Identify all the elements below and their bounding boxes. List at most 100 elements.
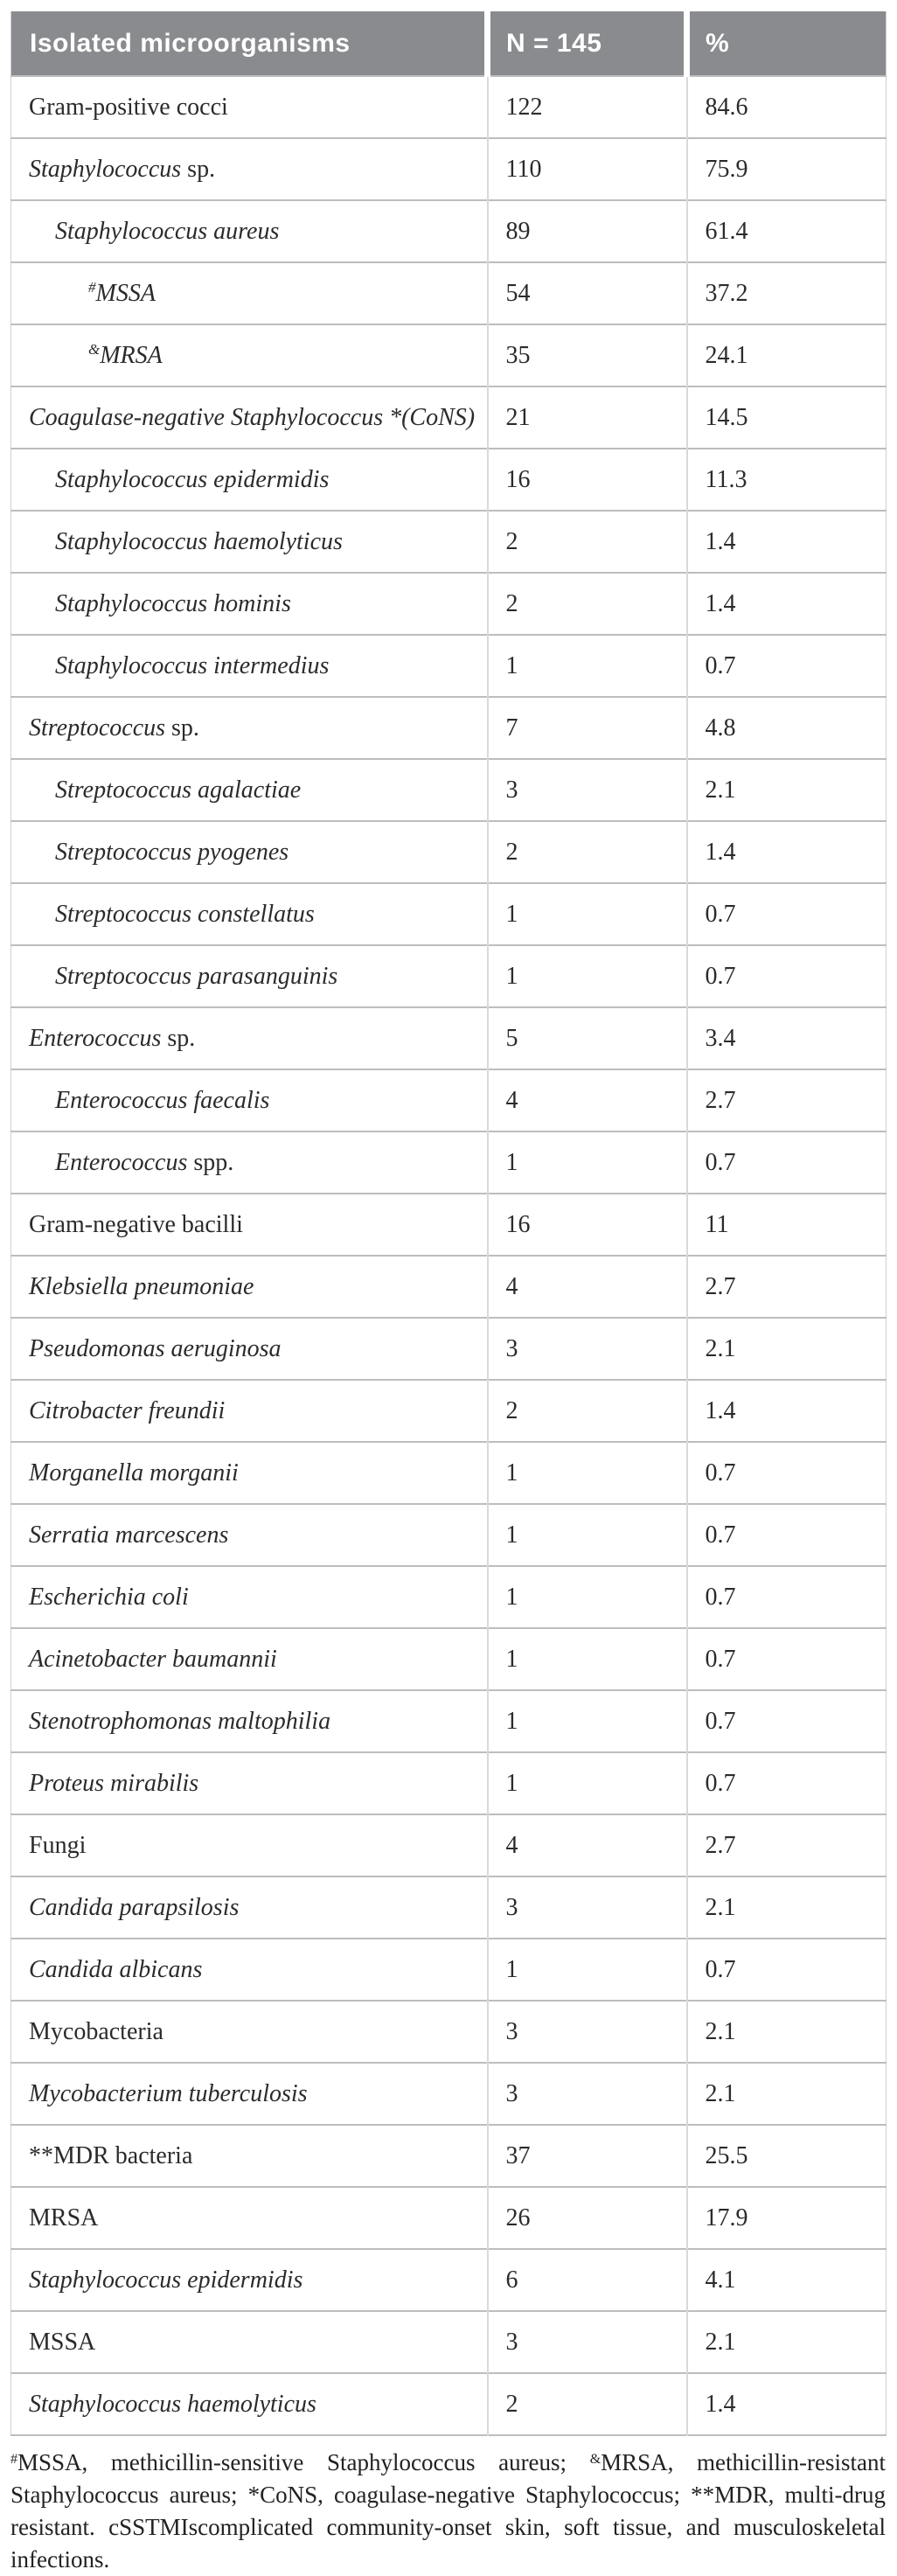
organism-cell: Fungi	[10, 1814, 488, 1876]
table-row: Mycobacteria 3 2.1	[10, 2000, 887, 2063]
percent-cell: 0.7	[685, 1131, 887, 1194]
table-row: Staphylococcus haemolyticus 2 1.4	[10, 510, 887, 573]
organism-name-regular: Gram-positive cocci	[29, 93, 228, 121]
percent-cell: 1.4	[685, 510, 887, 573]
table-row: Proteus mirabilis 1 0.7	[10, 1751, 887, 1814]
organism-cell: #MSSA	[10, 261, 488, 324]
count-cell: 4	[486, 1814, 687, 1876]
table-row: Gram-positive cocci 122 84.6	[10, 75, 887, 138]
count-cell: 16	[486, 1193, 687, 1256]
organism-cell: Candida parapsilosis	[10, 1876, 488, 1939]
count-cell: 3	[486, 1876, 687, 1939]
organism-name-italic: Staphylococcus epidermidis	[29, 2266, 303, 2294]
count-cell: 16	[486, 448, 687, 511]
organism-cell: Mycobacterium tuberculosis	[10, 2062, 488, 2125]
percent-cell: 84.6	[685, 75, 887, 138]
table-row: Streptococcus sp. 7 4.8	[10, 696, 887, 759]
count-cell: 35	[486, 324, 687, 386]
table-row: Staphylococcus aureus 89 61.4	[10, 199, 887, 262]
organism-name-italic: Pseudomonas aeruginosa	[29, 1334, 282, 1362]
percent-cell: 1.4	[685, 572, 887, 635]
footnote-marker: &	[589, 2452, 601, 2467]
footnote-marker: &	[88, 340, 101, 358]
organism-cell: Staphylococcus intermedius	[10, 634, 488, 697]
table-row: Streptococcus constellatus 1 0.7	[10, 882, 887, 945]
organism-name-italic: MSSA	[95, 279, 156, 307]
organism-cell: MRSA	[10, 2186, 488, 2249]
table-row: Mycobacterium tuberculosis 3 2.1	[10, 2062, 887, 2125]
organism-name-italic: Mycobacterium tuberculosis	[29, 2079, 308, 2107]
organism-name-italic: Coagulase-negative Staphylococcus *(CoNS…	[29, 403, 476, 431]
organism-name-italic: Serratia marcescens	[29, 1521, 229, 1549]
organism-cell: Gram-negative bacilli	[10, 1193, 488, 1256]
percent-cell: 0.7	[685, 882, 887, 945]
table-body: Gram-positive cocci 122 84.6 Staphylococcus…	[10, 75, 887, 2435]
organism-name-regular: spp.	[187, 1148, 234, 1176]
percent-cell: 2.1	[685, 1317, 887, 1380]
organism-cell: Streptococcus sp.	[10, 696, 488, 759]
table-row: Klebsiella pneumoniae 4 2.7	[10, 1255, 887, 1318]
organism-cell: MSSA	[10, 2310, 488, 2373]
count-cell: 2	[486, 572, 687, 635]
count-cell: 1	[486, 634, 687, 697]
footnote-marker: #	[88, 278, 96, 296]
organism-cell: Streptococcus pyogenes	[10, 820, 488, 883]
organism-name-italic: Streptococcus	[29, 714, 166, 741]
organism-name-regular: Gram-negative bacilli	[29, 1210, 243, 1238]
count-cell: 26	[486, 2186, 687, 2249]
organism-cell: Enterococcus sp.	[10, 1006, 488, 1069]
table-row: Fungi 4 2.7	[10, 1814, 887, 1876]
footnote-text: MRSA, methicillin-resistant Staphylococc…	[10, 2449, 886, 2508]
table-row: Morganella morganii 1 0.7	[10, 1441, 887, 1504]
table-row: Pseudomonas aeruginosa 3 2.1	[10, 1317, 887, 1380]
percent-cell: 1.4	[685, 820, 887, 883]
table-row: **MDR bacteria 37 25.5	[10, 2124, 887, 2187]
count-cell: 1	[486, 1503, 687, 1566]
table-row: Staphylococcus sp. 110 75.9	[10, 137, 887, 200]
count-cell: 3	[486, 758, 687, 821]
table-row: Staphylococcus epidermidis 6 4.1	[10, 2248, 887, 2311]
table-header-row: Isolated microorganisms N = 145 %	[10, 11, 887, 76]
percent-cell: 11.3	[685, 448, 887, 511]
organism-name-regular: MSSA	[29, 2328, 96, 2356]
organism-name-regular: Fungi	[29, 1831, 87, 1859]
column-header-n: N = 145	[484, 11, 687, 76]
percent-cell: 2.1	[685, 2310, 887, 2373]
organism-name-italic: Stenotrophomonas maltophilia	[29, 1707, 331, 1735]
table-row: &MRSA 35 24.1	[10, 324, 887, 386]
table-row: Enterococcus spp. 1 0.7	[10, 1131, 887, 1194]
percent-cell: 0.7	[685, 634, 887, 697]
organism-cell: Staphylococcus sp.	[10, 137, 488, 200]
percent-cell: 0.7	[685, 1689, 887, 1752]
organism-name-regular: **MDR bacteria	[29, 2141, 193, 2169]
organism-cell: Coagulase-negative Staphylococcus *(CoNS…	[10, 386, 488, 449]
count-cell: 2	[486, 820, 687, 883]
organism-name-italic: Acinetobacter baumannii	[29, 1645, 277, 1673]
percent-cell: 4.8	[685, 696, 887, 759]
column-header-percent: %	[684, 11, 887, 76]
percent-cell: 24.1	[685, 324, 887, 386]
organism-cell: Streptococcus parasanguinis	[10, 944, 488, 1007]
organism-name-italic: Enterococcus	[55, 1148, 188, 1176]
organism-name-italic: Candida parapsilosis	[29, 1893, 240, 1921]
count-cell: 37	[486, 2124, 687, 2187]
organism-cell: Staphylococcus hominis	[10, 572, 488, 635]
organism-cell: Morganella morganii	[10, 1441, 488, 1504]
count-cell: 122	[486, 75, 687, 138]
organism-name-regular: sp.	[165, 714, 199, 741]
count-cell: 3	[486, 1317, 687, 1380]
organism-cell: Enterococcus faecalis	[10, 1069, 488, 1131]
organism-name-italic: Streptococcus parasanguinis	[55, 962, 338, 990]
count-cell: 110	[486, 137, 687, 200]
table-row: Streptococcus parasanguinis 1 0.7	[10, 944, 887, 1007]
footnote-text: MSSA, methicillin-sensitive Staphylococc…	[17, 2449, 590, 2475]
percent-cell: 2.1	[685, 2000, 887, 2063]
percent-cell: 2.1	[685, 758, 887, 821]
organism-cell: Escherichia coli	[10, 1565, 488, 1628]
organism-cell: Staphylococcus epidermidis	[10, 2248, 488, 2311]
count-cell: 1	[486, 1689, 687, 1752]
footnote-text: *CoNS, coagulase-negative Staphylococcus…	[247, 2482, 692, 2508]
table-row: Stenotrophomonas maltophilia 1 0.7	[10, 1689, 887, 1752]
percent-cell: 2.1	[685, 2062, 887, 2125]
count-cell: 1	[486, 1131, 687, 1194]
